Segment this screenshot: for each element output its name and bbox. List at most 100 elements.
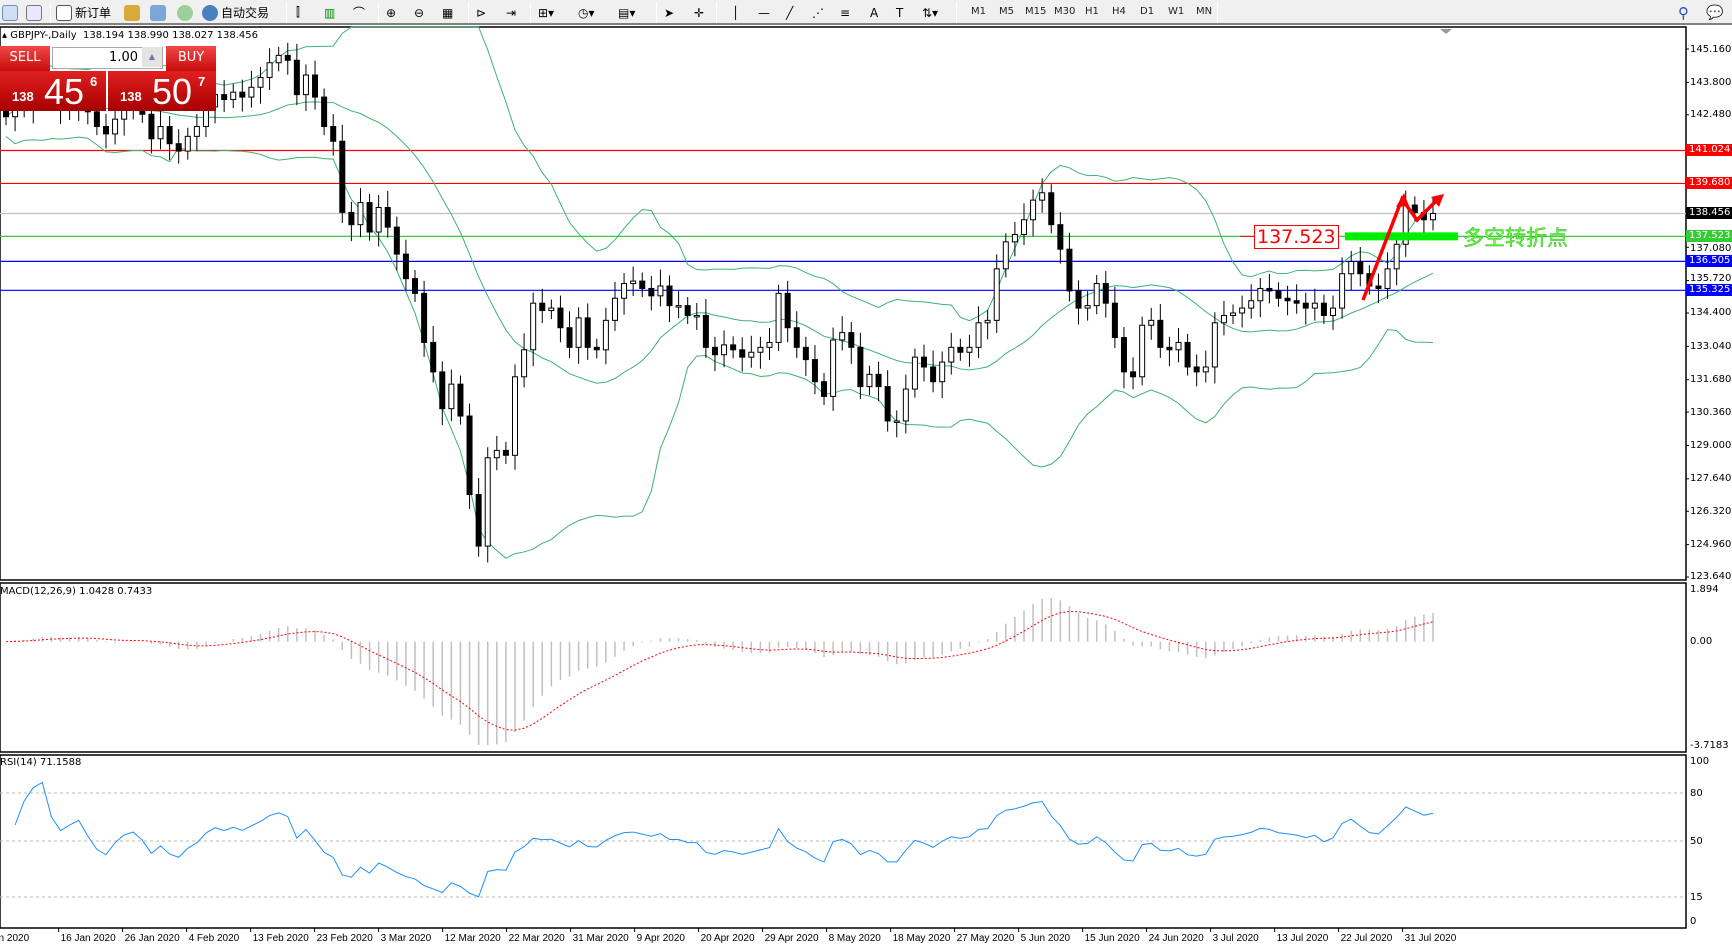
candle xyxy=(230,83,237,109)
price-level-tag: 135.325 xyxy=(1686,284,1732,297)
candle xyxy=(357,188,364,238)
candle xyxy=(521,333,528,388)
fibonacci-icon[interactable]: ≡ xyxy=(840,5,851,20)
zoom-in-icon[interactable]: ⊕ xyxy=(386,5,397,20)
timeframe-mn[interactable]: MN xyxy=(1196,6,1213,17)
chat-icon[interactable]: 💬 xyxy=(1706,4,1724,21)
date-axis-label: 18 May 2020 xyxy=(892,933,951,944)
date-axis-label: 4 Feb 2020 xyxy=(188,933,240,944)
bear-candle-body xyxy=(393,226,400,255)
bull-candle-body xyxy=(1039,192,1046,201)
bull-candle-body xyxy=(866,373,873,388)
bull-candle-body xyxy=(1384,268,1391,289)
lot-size-input[interactable]: 1.00 xyxy=(52,47,163,69)
timeframe-m1[interactable]: M1 xyxy=(971,6,986,17)
bull-candle-body xyxy=(184,135,191,152)
periods-dropdown[interactable]: ◷▾ xyxy=(578,5,595,20)
timeframe-w1[interactable]: W1 xyxy=(1168,6,1185,17)
chart-shift-marker[interactable] xyxy=(1440,29,1452,34)
candle xyxy=(557,295,564,343)
timeframe-m15[interactable]: M15 xyxy=(1025,6,1047,17)
bear-candle-body xyxy=(384,206,391,228)
new-chart-icon[interactable] xyxy=(2,3,18,22)
horizontal-line-icon[interactable]: — xyxy=(758,5,770,20)
profiles-icon[interactable] xyxy=(26,3,42,22)
bull-candle-body xyxy=(521,349,528,378)
sell-button[interactable]: SELL xyxy=(0,46,50,71)
buy-button[interactable]: BUY xyxy=(166,46,216,71)
text-icon[interactable]: A xyxy=(870,5,879,20)
sell-price[interactable]: 138 45 6 xyxy=(0,71,106,112)
candle xyxy=(739,337,746,372)
bear-candle-body xyxy=(475,494,482,547)
bollinger-middle xyxy=(5,101,1434,384)
rsi-label: RSI(14) 71.1588 xyxy=(0,757,82,768)
timeframe-d1[interactable]: D1 xyxy=(1140,6,1155,17)
lot-increase-button[interactable]: ▲ xyxy=(142,47,162,67)
bull-candle-body xyxy=(1175,341,1182,351)
candle xyxy=(1311,288,1318,321)
bull-candle-body xyxy=(1002,241,1009,270)
candle xyxy=(921,344,928,382)
candle xyxy=(566,311,573,358)
timeframe-m5[interactable]: M5 xyxy=(999,6,1014,17)
price-axis-label: 143.800 xyxy=(1690,76,1732,88)
auto-trading-button[interactable]: 自动交易 xyxy=(202,3,269,22)
price-level-tag: 137.523 xyxy=(1686,230,1732,243)
trend-arrow xyxy=(1361,195,1440,301)
crosshair-icon[interactable]: ✛ xyxy=(694,5,705,20)
bear-candle-body xyxy=(1184,341,1191,368)
indicators-dropdown[interactable]: ⊞▾ xyxy=(538,5,555,20)
candlestick-icon[interactable]: ▥ xyxy=(324,5,336,20)
candle xyxy=(1175,327,1182,363)
zoom-out-icon[interactable]: ⊖ xyxy=(414,5,425,20)
navigator-icon[interactable] xyxy=(124,3,140,22)
bear-candle-body xyxy=(166,126,173,145)
candles xyxy=(3,42,1436,563)
arrows-dropdown[interactable]: ⇅▾ xyxy=(922,5,939,20)
search-icon[interactable]: ⚲ xyxy=(1678,3,1689,22)
toolbar: 新订单 自动交易 ⫿ ▥ ⌒ ⊕ ⊖ ▦ ⊳ ⇥ ⊞▾ ◷▾ ▤▾ ➤ ✛ │ … xyxy=(0,0,1732,25)
cursor-icon[interactable]: ➤ xyxy=(664,5,675,20)
candle xyxy=(1302,292,1309,325)
bull-candle-body xyxy=(966,346,973,353)
price-axis-label: 130.360 xyxy=(1690,406,1732,418)
autoscroll-icon[interactable]: ⊳ xyxy=(476,5,487,20)
trendline-icon[interactable]: ╱ xyxy=(786,5,794,20)
candle xyxy=(102,114,109,149)
price-axis-label: 133.040 xyxy=(1690,340,1732,352)
timeframe-m30[interactable]: M30 xyxy=(1054,6,1076,17)
bull-candle-body xyxy=(248,86,255,98)
new-order-button[interactable]: 新订单 xyxy=(56,3,111,22)
price-axis-label: 134.400 xyxy=(1690,307,1732,319)
bull-candle-body xyxy=(157,126,164,140)
signals-icon[interactable] xyxy=(177,3,193,22)
chart-shift-icon[interactable]: ⇥ xyxy=(506,5,517,20)
price-axis-label: 135.720 xyxy=(1690,273,1732,285)
date-axis-label: 3 Jul 2020 xyxy=(1212,933,1259,944)
macd-axis-label: 0.00 xyxy=(1690,636,1713,648)
fibonacci-fan-icon[interactable]: ⋰ xyxy=(812,5,824,20)
text-label-icon[interactable]: T xyxy=(896,5,904,20)
candle xyxy=(575,307,582,364)
bear-candle-body xyxy=(802,346,809,361)
bull-candle-body xyxy=(993,268,1000,321)
candle xyxy=(1275,282,1282,307)
vertical-line-icon[interactable]: │ xyxy=(732,5,740,20)
line-chart-icon[interactable]: ⌒ xyxy=(353,6,366,20)
candle xyxy=(330,114,337,156)
terminal-icon[interactable] xyxy=(150,3,166,22)
tile-windows-icon[interactable]: ▦ xyxy=(442,5,454,20)
bear-candle-body xyxy=(1111,302,1118,339)
candle xyxy=(430,326,437,383)
date-axis-label: 5 Jun 2020 xyxy=(1020,933,1071,944)
rsi-panel xyxy=(0,781,1686,898)
candle xyxy=(1066,232,1073,302)
buy-price[interactable]: 138 50 7 xyxy=(108,71,216,112)
templates-dropdown[interactable]: ▤▾ xyxy=(618,5,636,20)
timeframe-h4[interactable]: H4 xyxy=(1112,6,1126,17)
bar-chart-icon[interactable]: ⫿ xyxy=(296,5,300,19)
candle xyxy=(811,345,818,395)
timeframe-h1[interactable]: H1 xyxy=(1085,6,1099,17)
